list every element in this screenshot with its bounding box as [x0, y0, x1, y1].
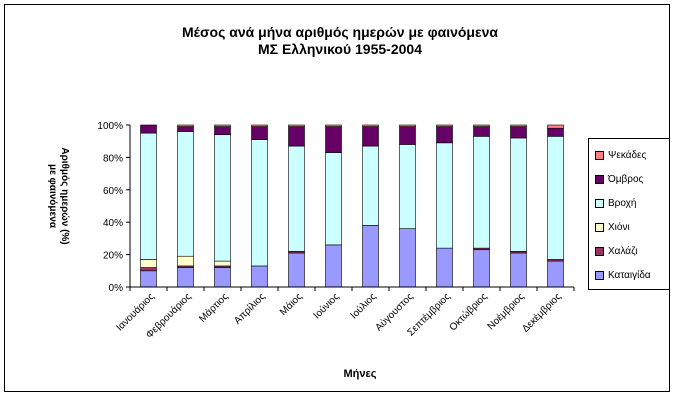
legend-swatch [595, 246, 604, 256]
bar-segment [288, 145, 305, 252]
bar-segment [362, 225, 379, 288]
chart-title: Μέσος ανά μήνα αριθμός ημερών με φαινόμε… [60, 24, 620, 58]
legend-swatch [595, 270, 604, 280]
bar-segment [140, 124, 157, 134]
bar-segment [362, 124, 379, 127]
bar-segment [177, 255, 194, 267]
bar-segment [251, 265, 268, 288]
bar-segment [288, 124, 305, 127]
bar-segment [362, 126, 379, 147]
bar-segment [547, 260, 564, 288]
bar-segment [214, 124, 231, 127]
bar-segment [140, 132, 157, 260]
bar-segment [436, 126, 453, 144]
legend-item: Χιόνι [595, 215, 669, 239]
bar-segment [214, 260, 231, 267]
bar-segment [251, 124, 268, 127]
bar-segment [325, 126, 342, 153]
bar-segment [399, 126, 416, 145]
y-tick-label: 60% [103, 186, 123, 197]
bar-segment [177, 267, 194, 288]
bar-segment [510, 126, 527, 139]
legend-item: Χαλάζι [595, 239, 669, 263]
legend-label: Χαλάζι [608, 245, 638, 257]
y-tick-label: 40% [103, 218, 123, 229]
legend-item: Βροχή [595, 191, 669, 215]
bar-segment [325, 244, 342, 288]
legend-swatch [595, 150, 604, 160]
bar-segment [399, 124, 416, 127]
bar-segment [510, 124, 527, 127]
bar-segment [399, 228, 416, 288]
bar-segment [177, 126, 194, 132]
bar-segment [140, 267, 157, 272]
bar-segment [140, 259, 157, 268]
bar-segment [436, 124, 453, 127]
legend: Ψεκάδες Όμβρος Βροχή Χιόνι Χαλάζι Καταιγίδα [588, 138, 670, 290]
x-tick-label: Μάρτιος [197, 291, 231, 325]
bar-segment [473, 249, 490, 288]
bar-segment [177, 131, 194, 257]
bar-segment [214, 134, 231, 262]
bar-segment [177, 124, 194, 127]
x-axis-label: Μήνες [343, 368, 377, 380]
legend-label: Καταιγίδα [608, 269, 651, 281]
legend-swatch [595, 174, 604, 184]
bar-segment [214, 126, 231, 136]
bar-segment [547, 127, 564, 137]
bar-segment [510, 252, 527, 288]
bar-segment [325, 152, 342, 246]
bar-segment [399, 144, 416, 229]
bar-segment [288, 252, 305, 288]
legend-item: Όμβρος [595, 167, 669, 191]
bar-segment [547, 136, 564, 260]
bar-segment [510, 137, 527, 252]
bar-segment [473, 136, 490, 249]
legend-label: Βροχή [608, 197, 637, 209]
bar-segment [547, 124, 564, 129]
legend-label: Ψεκάδες [608, 149, 647, 161]
bar-segment [251, 139, 268, 267]
bar-segment [362, 145, 379, 226]
legend-item: Ψεκάδες [595, 143, 669, 167]
x-tick-label: Ιούνιος [311, 291, 342, 322]
bar-segment [473, 126, 490, 137]
bar-segment [436, 247, 453, 288]
x-tick-label: Μάιος [277, 291, 305, 319]
y-tick-label: 20% [103, 251, 123, 262]
y-tick-label: 80% [103, 153, 123, 164]
y-tick-label: 100% [97, 121, 123, 132]
chart-title-line1: Μέσος ανά μήνα αριθμός ημερών με φαινόμε… [181, 24, 499, 40]
legend-label: Όμβρος [608, 173, 644, 185]
bar-segment [288, 126, 305, 147]
x-tick-label: Απρίλιος [231, 291, 267, 327]
bar-segment [140, 270, 157, 288]
legend-swatch [595, 222, 604, 232]
x-tick-label: Ιούλιος [348, 291, 379, 322]
bar-segment [214, 267, 231, 288]
x-tick-label: Οκτώβριος [447, 291, 490, 334]
bar-segment [473, 124, 490, 127]
bar-segment [325, 124, 342, 127]
y-tick-label: 0% [109, 283, 124, 294]
bar-segment [251, 126, 268, 140]
legend-label: Χιόνι [608, 221, 630, 233]
legend-item: Καταιγίδα [595, 263, 669, 287]
x-tick-label: Δεκέμβριος [519, 291, 563, 335]
chart-title-line2: ΜΣ Ελληνικού 1955-2004 [258, 41, 422, 57]
legend-swatch [595, 198, 604, 208]
bar-segment [436, 142, 453, 249]
